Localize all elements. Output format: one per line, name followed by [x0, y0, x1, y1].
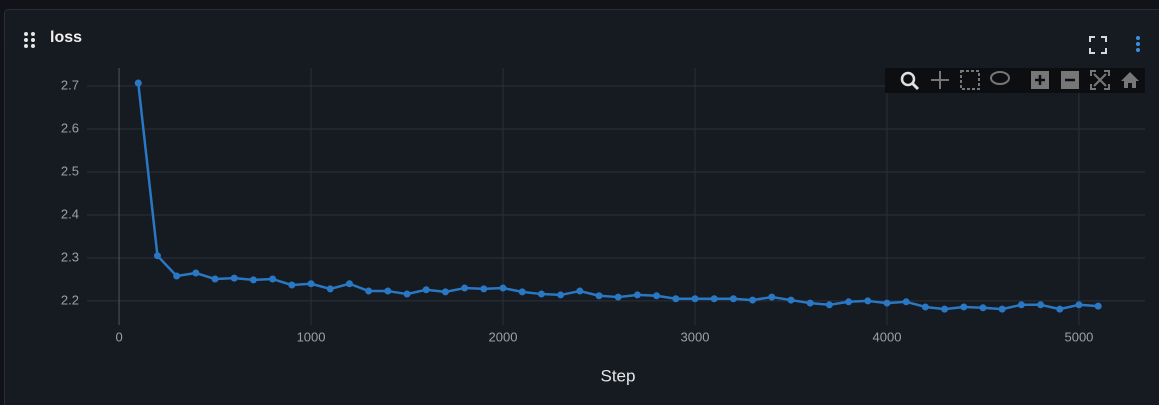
data-point	[461, 284, 469, 292]
x-tick-label: 3000	[681, 329, 710, 344]
data-point	[614, 293, 622, 301]
data-point	[134, 79, 142, 87]
data-point	[1017, 301, 1025, 309]
data-point	[518, 288, 526, 296]
data-point	[345, 280, 353, 288]
reset-home[interactable]	[1121, 72, 1139, 88]
y-tick-label: 2.4	[61, 206, 79, 221]
x-tick-label: 2000	[489, 329, 518, 344]
zoom-out[interactable]	[1061, 71, 1079, 89]
y-tick-label: 2.2	[61, 292, 79, 307]
data-point	[326, 285, 334, 293]
y-tick-label: 2.5	[61, 163, 79, 178]
panel-frame	[4, 9, 1159, 405]
data-point	[768, 293, 776, 301]
data-point	[269, 275, 277, 283]
data-point	[979, 304, 987, 312]
x-tick-label: 5000	[1064, 329, 1093, 344]
data-point	[883, 299, 891, 307]
data-point	[307, 280, 315, 288]
data-point	[480, 285, 488, 293]
data-point	[710, 295, 718, 303]
data-point	[153, 252, 161, 260]
data-point	[941, 305, 949, 313]
data-point	[691, 295, 699, 303]
data-point	[211, 275, 219, 283]
data-point	[729, 295, 737, 303]
toolbar	[885, 68, 1145, 93]
data-point	[1056, 305, 1064, 313]
data-point	[633, 291, 641, 299]
x-tick-label: 0	[115, 329, 122, 344]
y-tick-label: 2.7	[61, 77, 79, 92]
menu-button[interactable]	[1136, 36, 1140, 52]
data-point	[192, 269, 200, 277]
autoscale[interactable]	[1090, 70, 1110, 90]
zoom-in[interactable]	[1031, 71, 1049, 89]
data-point	[595, 292, 603, 300]
data-point	[499, 284, 507, 292]
data-point	[1037, 301, 1045, 309]
data-point	[173, 272, 181, 280]
drag-handle[interactable]	[24, 32, 35, 48]
lasso-tool[interactable]	[990, 71, 1010, 85]
data-point	[288, 281, 296, 289]
data-point	[749, 296, 757, 304]
data-point	[249, 276, 257, 284]
data-point	[230, 274, 238, 282]
data-point	[365, 287, 373, 295]
data-point	[1094, 302, 1102, 310]
zoom-tool[interactable]	[900, 71, 920, 91]
data-point	[422, 286, 430, 294]
data-point	[845, 298, 853, 306]
data-point	[806, 299, 814, 307]
data-point	[653, 292, 661, 300]
data-point	[825, 301, 833, 309]
fullscreen-button[interactable]	[1089, 36, 1107, 54]
panel-title: loss	[50, 29, 82, 46]
plot: 2.2 2.3 2.4 2.5 2.6 2.7 0 1000 2000 3000 4000 5000 S…	[61, 68, 1145, 385]
data-point	[921, 303, 929, 311]
data-point	[441, 288, 449, 296]
select-tool[interactable]	[960, 70, 980, 90]
pan-tool[interactable]	[931, 71, 949, 89]
data-point	[403, 290, 411, 298]
data-point	[557, 291, 565, 299]
x-tick-label: 1000	[297, 329, 326, 344]
data-point	[998, 305, 1006, 313]
data-point	[537, 290, 545, 298]
data-point	[672, 295, 680, 303]
x-axis-title: Step	[601, 366, 636, 385]
data-point	[902, 298, 910, 306]
y-tick-label: 2.6	[61, 120, 79, 135]
data-point	[787, 296, 795, 304]
data-point	[1075, 301, 1083, 309]
data-point	[384, 287, 392, 295]
x-tick-label: 4000	[873, 329, 902, 344]
data-point	[960, 303, 968, 311]
y-tick-label: 2.3	[61, 249, 79, 264]
data-point	[864, 297, 872, 305]
data-point	[576, 287, 584, 295]
